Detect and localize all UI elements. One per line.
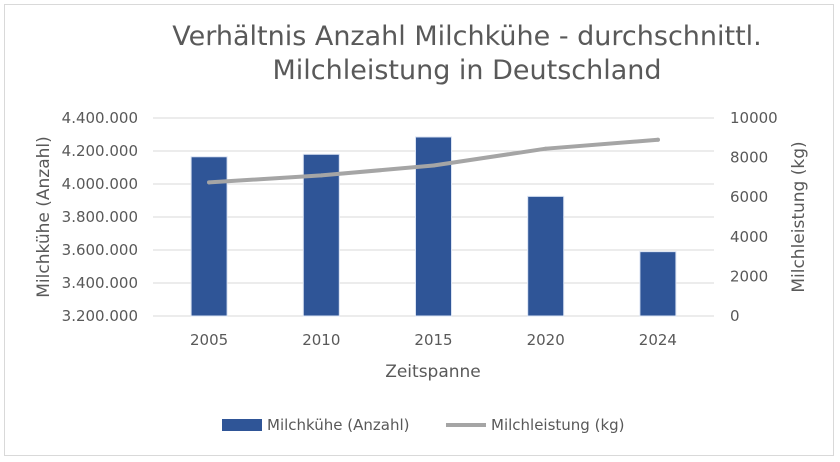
legend-label-line: Milchleistung (kg) [491,416,625,434]
bar [639,251,677,317]
y-left-tick-label: 4.400.000 [62,109,138,127]
y-axis-left-title: Milchkühe (Anzahl) [34,136,54,297]
y-right-tick-label: 10000 [730,109,778,127]
line-series [207,137,660,185]
legend: Milchkühe (Anzahl) Milchleistung (kg) [222,416,625,434]
x-tick-label: 2020 [527,331,565,349]
y-right-tick-label: 2000 [730,267,768,285]
y-left-tick-label: 3.600.000 [62,241,138,259]
bar [302,153,340,317]
y-left-tick-label: 3.800.000 [62,208,138,226]
y-right-tick-label: 8000 [730,149,768,167]
y-right-tick-label: 0 [730,307,740,325]
legend-swatch-bar [222,419,262,431]
x-tick-label: 2005 [190,331,228,349]
y-left-tick-label: 3.200.000 [62,307,138,325]
x-axis-title: Zeitspanne [385,362,481,382]
line-point [319,173,324,178]
axes: 3.200.000 3.400.000 3.600.000 3.800.000 4.00… [62,109,778,349]
line-point [655,137,660,142]
y-left-tick-label: 4.200.000 [62,142,138,160]
x-tick-label: 2010 [302,331,340,349]
y-axis-right-title: Milchleistung (kg) [789,141,809,292]
legend-label-bar: Milchkühe (Anzahl) [267,416,409,434]
y-left-tick-label: 4.000.000 [62,175,138,193]
line-point [543,146,548,151]
y-left-tick-label: 3.400.000 [62,274,138,292]
x-tick-label: 2015 [414,331,452,349]
y-right-tick-label: 4000 [730,228,768,246]
line-point [431,163,436,168]
y-right-tick-label: 6000 [730,188,768,206]
chart-title-line-1: Verhältnis Anzahl Milchkühe - durchschni… [172,21,762,52]
line-point [207,180,212,185]
x-tick-label: 2024 [639,331,677,349]
bar [527,195,565,317]
chart-title-line-2: Milchleistung in Deutschland [272,55,661,86]
